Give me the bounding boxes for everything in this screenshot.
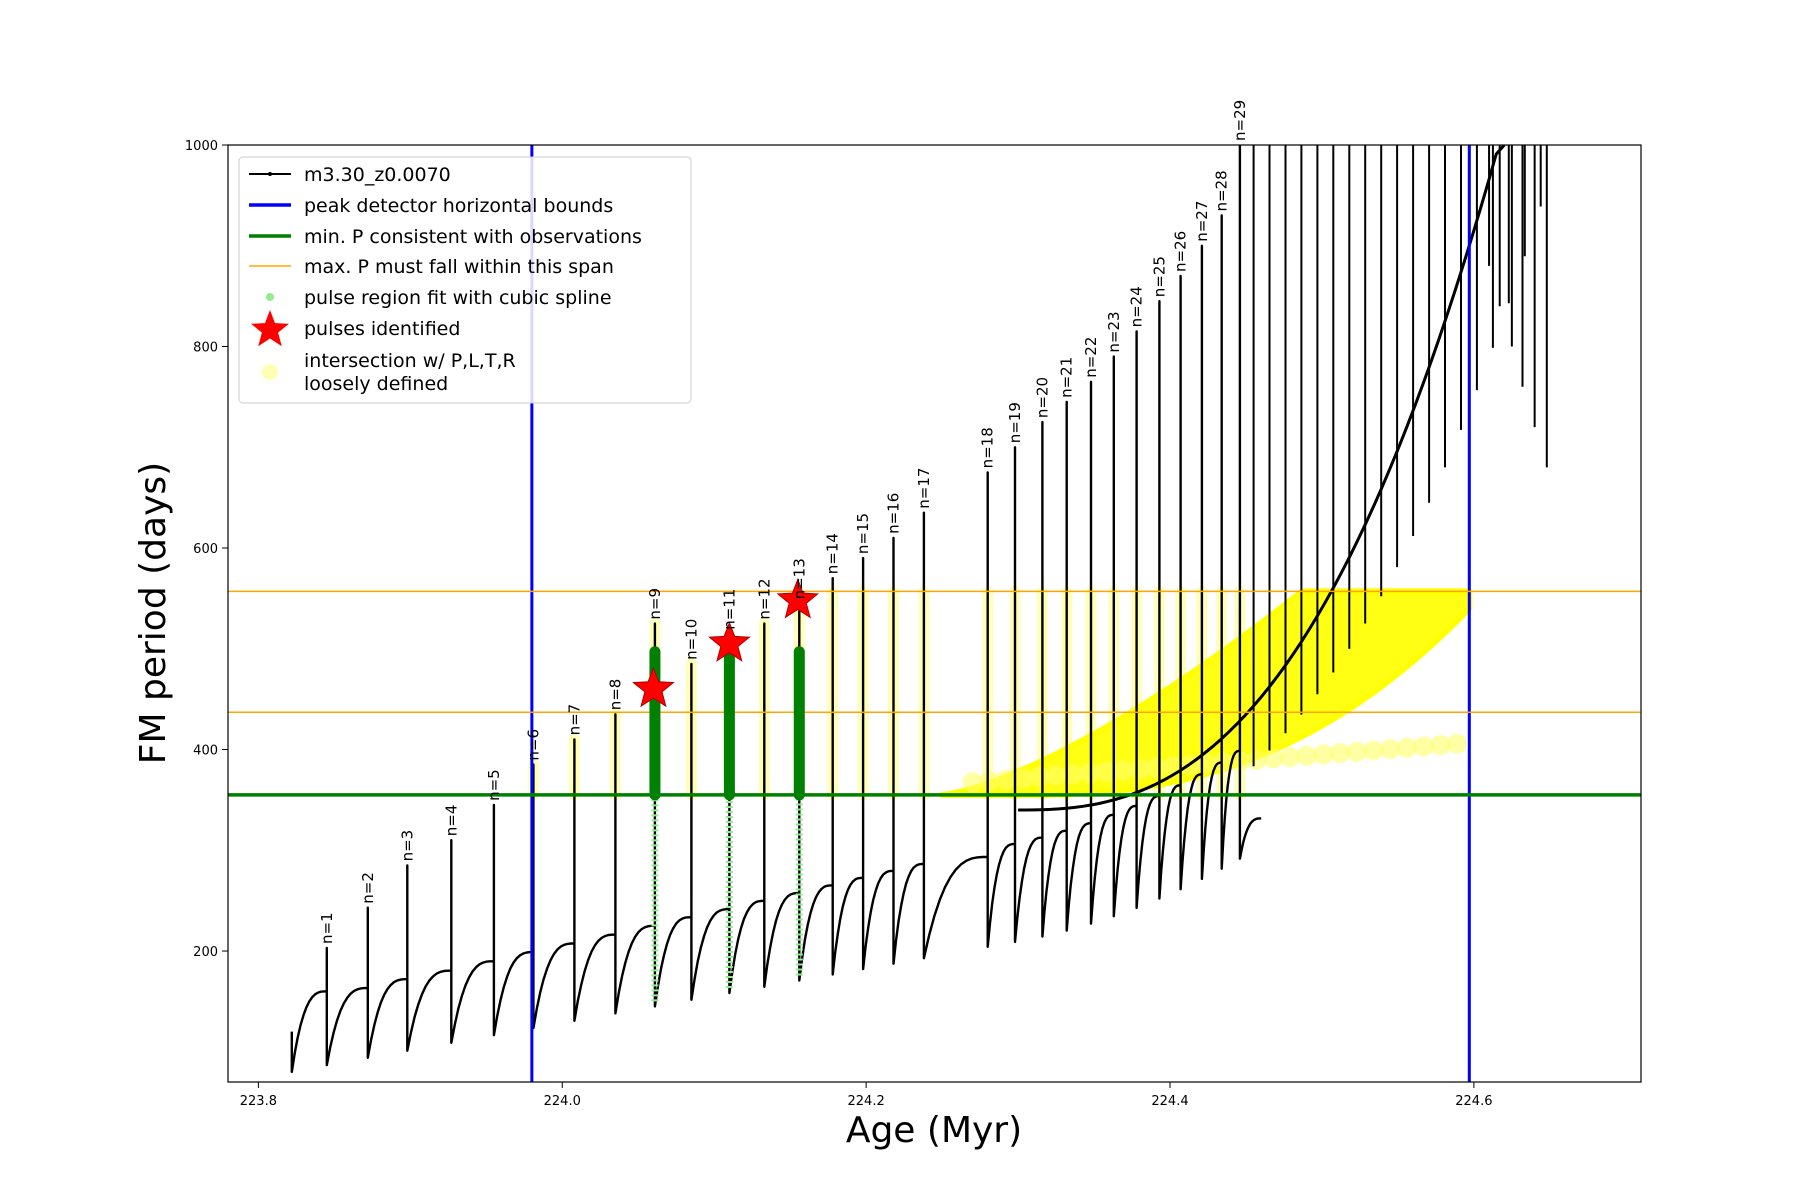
pulse-label: n=1 [318,912,336,944]
legend-label-line: min. P consistent with observations [304,226,642,248]
pulse-label: n=27 [1193,201,1211,242]
x-tick-label: 224.4 [1151,1094,1188,1109]
intersection-point [962,772,983,793]
period-track-line [290,145,1262,1074]
intersection-point [1029,767,1050,788]
x-tick-label: 224.0 [544,1094,581,1109]
pulse-label: n=28 [1213,170,1231,211]
legend-label-line: loosely defined [304,373,448,395]
intersection-point [1146,757,1167,778]
intersection-point [1263,748,1284,769]
intersection-point [995,769,1016,790]
y-axis-title: FM period (days) [133,462,174,764]
legend-handle-marker [268,172,272,176]
pulse-label: n=3 [398,830,416,862]
legend-handle [262,364,278,380]
y-tick-label: 400 [193,744,218,759]
x-tick-label: 224.2 [848,1094,885,1109]
plot-frame [227,144,1642,1083]
late-pulse-spikes [1252,145,1542,767]
axes-layer: 223.8 224.0 224.2 224.4 224.6 200 400 600 800 100… [185,139,1493,1109]
intersection-point [1447,733,1468,754]
intersection-point [1363,740,1384,761]
y-tick-label: 600 [193,542,218,557]
intersection-point [1330,743,1351,764]
intersection-point [1213,752,1234,773]
pulse-label: n=10 [682,619,700,660]
intersection-point [1430,735,1451,756]
legend-label-line: m3.30_z0.0070 [304,164,451,186]
identified-pulses-layer [632,578,820,708]
x-tick-label: 224.6 [1455,1094,1492,1109]
legend-label: pulses identified [304,318,460,340]
intersection-point [1046,765,1067,786]
pulse-label: n=23 [1105,311,1123,352]
legend-label: peak detector horizontal bounds [304,195,613,217]
pulse-label: n=24 [1128,286,1146,327]
pulse-label: n=7 [565,704,583,736]
intersection-point [1112,760,1133,781]
pulse-label: n=18 [979,427,997,468]
pulse-label: n=16 [885,493,903,534]
intersection-point [1280,747,1301,768]
pulse-label: n=6 [524,729,542,761]
pulse-label: n=29 [1231,100,1249,141]
legend-label-line: peak detector horizontal bounds [304,195,613,217]
intersection-point [1246,749,1267,770]
intersection-point [1079,763,1100,784]
intersection-point [1129,759,1150,780]
pulse-label: n=25 [1150,256,1168,297]
intersection-point [1096,761,1117,782]
legend-label-line: pulse region fit with cubic spline [304,287,612,309]
plateau-envelope [1018,145,1506,812]
pulse-label: n=11 [720,589,738,630]
pulse-label: n=22 [1082,337,1100,378]
identified-pulse-star [776,578,820,619]
legend-handle [266,293,274,301]
pulse-label: n=5 [485,769,503,801]
intersection-point [1397,737,1418,758]
pulse-label: n=21 [1058,357,1076,398]
legend-label: min. P consistent with observations [304,226,642,248]
pulse-label: n=8 [606,679,624,711]
pulse-label: n=17 [915,468,933,509]
pulse-label: n=13 [790,558,808,599]
intersection-point [1313,744,1334,765]
pulse-label: n=20 [1033,377,1051,418]
y-tick-label: 200 [193,945,218,960]
x-tick-label: 223.8 [240,1094,277,1109]
legend-label: m3.30_z0.0070 [304,164,451,186]
pulse-label: n=9 [646,588,664,620]
x-axis-title: Age (Myr) [846,1110,1022,1151]
legend-label-line: max. P must fall within this span [304,256,614,278]
pulse-label: n=15 [854,513,872,554]
period-track-layer [290,145,1548,1074]
legend-label-line: pulses identified [304,318,460,340]
intersection-point [1296,745,1317,766]
pulse-label: n=4 [442,805,460,837]
legend-label: intersection w/ P,L,T,R loosely defined [304,350,516,395]
legend-box [238,156,692,404]
legend-handle [251,310,289,347]
pulse-labels-layer: n=1 n=2 n=3 n=4 n=5 n=6 n=7 n=8 n=9 n=10 n=11 n=12 n… [318,100,1249,944]
pulse-label: n=12 [755,578,773,619]
pulse-label: n=2 [359,872,377,904]
legend-label-line: intersection w/ P,L,T,R [304,350,516,372]
intersection-point [1413,736,1434,757]
y-tick-label: 1000 [185,139,218,154]
legend-label: pulse region fit with cubic spline [304,287,612,309]
legend-label: max. P must fall within this span [304,256,614,278]
pulse-label: n=26 [1172,231,1190,272]
intersection-point [979,771,1000,792]
identified-pulse-star [708,621,751,662]
y-tick-label: 800 [193,341,218,356]
intersection-point [1346,741,1367,762]
pulse-label: n=14 [824,533,842,574]
intersection-point [1012,768,1033,789]
pulse-label: n=19 [1006,402,1024,443]
intersection-point [1380,739,1401,760]
identified-pulse-star [632,666,675,708]
